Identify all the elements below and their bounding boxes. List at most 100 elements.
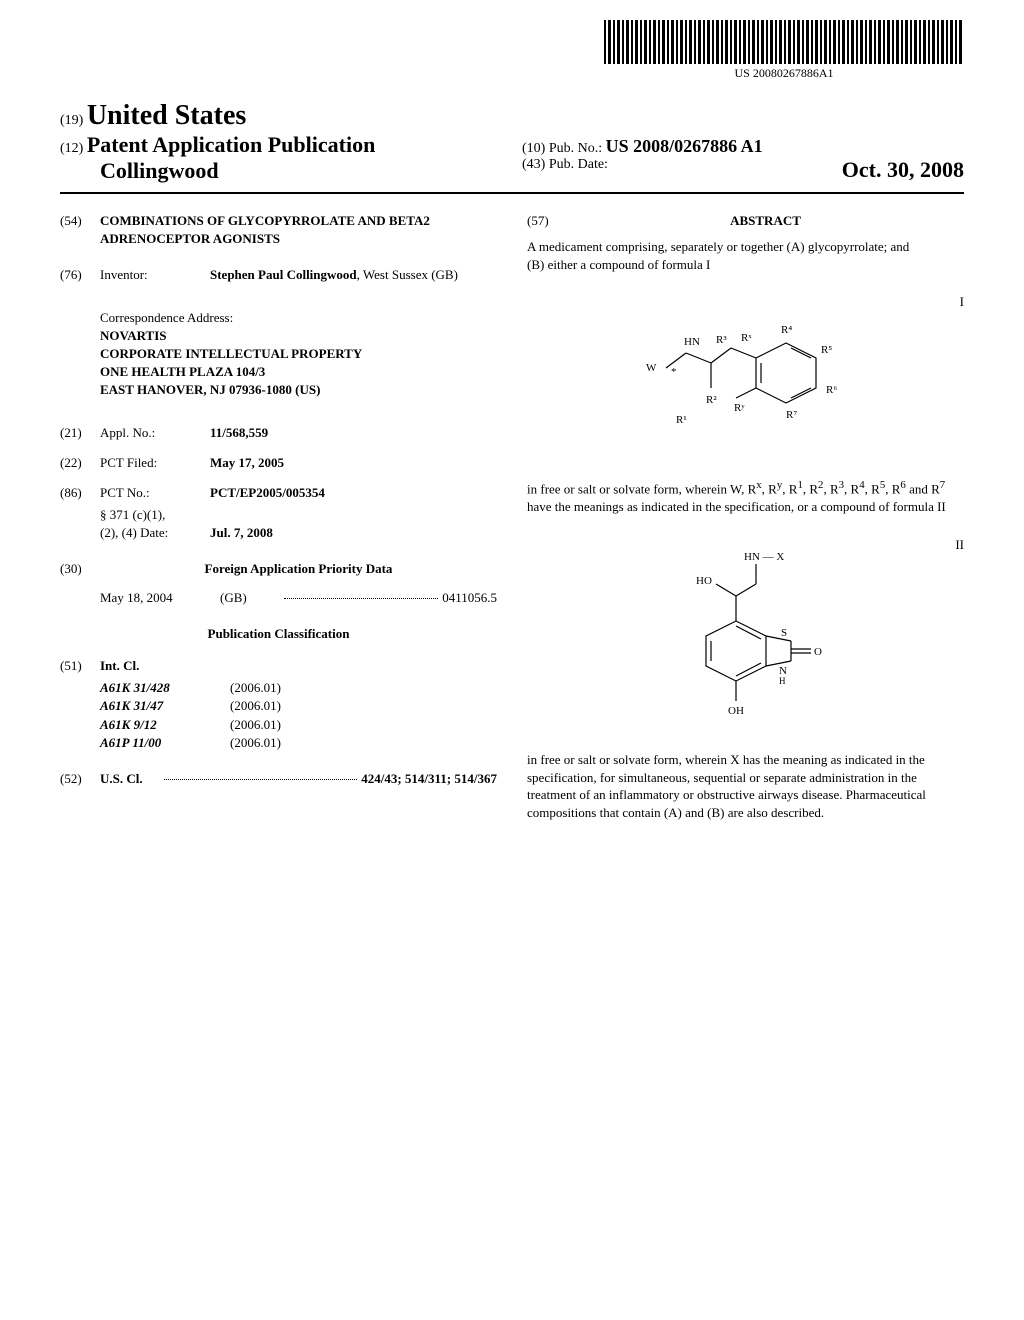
int-cl-label: Int. Cl. <box>100 657 139 675</box>
svg-text:R¹: R¹ <box>676 414 687 426</box>
formula-2-block: II <box>527 536 964 731</box>
barcode-graphic <box>604 20 964 64</box>
svg-text:Rʸ: Rʸ <box>734 402 745 414</box>
barcode-text: US 20080267886A1 <box>604 66 964 81</box>
int-cl-class-year: (2006.01) <box>230 716 497 734</box>
appl-no-label: Appl. No.: <box>100 424 210 442</box>
svg-text:R²: R² <box>706 394 717 406</box>
pct-no-row: (86) PCT No.: PCT/EP2005/005354 <box>60 484 497 502</box>
appl-no-code: (21) <box>60 424 100 442</box>
header-divider <box>60 192 964 194</box>
pub-no-code: (10) <box>522 141 545 156</box>
pct-filed-code: (22) <box>60 454 100 472</box>
appl-no-value: 11/568,559 <box>210 424 497 442</box>
inventor-value: Stephen Paul Collingwood, West Sussex (G… <box>210 266 497 284</box>
abstract-header: (57) ABSTRACT <box>527 212 964 230</box>
title-text: COMBINATIONS OF GLYCOPYRROLATE AND BETA2… <box>100 212 497 248</box>
correspondence-block: Correspondence Address: NOVARTIS CORPORA… <box>100 309 497 400</box>
formula-1-label: I <box>960 293 964 311</box>
pub-date-code: (43) <box>522 157 545 172</box>
abstract-code: (57) <box>527 212 567 230</box>
priority-number: 0411056.5 <box>442 589 497 607</box>
priority-date: May 18, 2004 <box>100 589 220 607</box>
svg-text:HN: HN <box>684 336 700 348</box>
foreign-priority-heading-row: (30) Foreign Application Priority Data <box>60 560 497 578</box>
int-cl-class-code: A61K 31/47 <box>100 697 230 715</box>
pub-classification-heading: Publication Classification <box>60 625 497 643</box>
pct-filed-row: (22) PCT Filed: May 17, 2005 <box>60 454 497 472</box>
country-line: (19) United States <box>60 100 964 132</box>
abstract-para1: A medicament comprising, separately or t… <box>527 238 964 256</box>
us-cl-row: (52) U.S. Cl. 424/43; 514/311; 514/367 <box>60 770 497 788</box>
pub-type-code: (12) <box>60 141 83 156</box>
svg-text:HO: HO <box>696 575 712 587</box>
correspondence-line3: ONE HEALTH PLAZA 104/3 <box>100 363 497 381</box>
country-code: (19) <box>60 113 83 128</box>
abstract-para4: in free or salt or solvate form, wherein… <box>527 751 964 821</box>
svg-text:R⁶: R⁶ <box>826 384 837 396</box>
pub-type: Patent Application Publication <box>87 132 375 157</box>
correspondence-line2: CORPORATE INTELLECTUAL PROPERTY <box>100 345 497 363</box>
formula-2-label: II <box>955 536 964 554</box>
abstract-para3: in free or salt or solvate form, wherein… <box>527 478 964 515</box>
title-block: (54) COMBINATIONS OF GLYCOPYRROLATE AND … <box>60 212 497 248</box>
correspondence-label: Correspondence Address: <box>100 309 497 327</box>
formula-1-block: I R⁴ R⁵ <box>527 293 964 458</box>
pub-type-line: (12) Patent Application Publication <box>60 132 502 158</box>
svg-text:W: W <box>646 362 657 374</box>
document-header: (19) United States (12) Patent Applicati… <box>60 100 964 184</box>
svg-text:R⁴: R⁴ <box>781 324 792 336</box>
int-cl-code: (51) <box>60 657 100 675</box>
formula-1-structure: R⁴ R⁵ R⁶ R⁷ R³ Rˣ Rʸ R² HN W * R¹ <box>616 293 876 453</box>
body-columns: (54) COMBINATIONS OF GLYCOPYRROLATE AND … <box>60 212 964 821</box>
pub-date-line: (43) Pub. Date: Oct. 30, 2008 <box>522 157 964 183</box>
pct-filed-label: PCT Filed: <box>100 454 210 472</box>
correspondence-line4: EAST HANOVER, NJ 07936-1080 (US) <box>100 381 497 399</box>
svg-text:R⁷: R⁷ <box>786 409 797 421</box>
int-cl-class-code: A61K 9/12 <box>100 716 230 734</box>
right-column: (57) ABSTRACT A medicament comprising, s… <box>527 212 964 821</box>
priority-country: (GB) <box>220 589 280 607</box>
section-371-value: Jul. 7, 2008 <box>210 524 273 542</box>
section-371-block: § 371 (c)(1), (2), (4) Date: Jul. 7, 200… <box>100 506 497 542</box>
int-cl-header: (51) Int. Cl. <box>60 657 497 675</box>
svg-text:HN — X: HN — X <box>744 551 784 563</box>
svg-text:R³: R³ <box>716 334 727 346</box>
svg-text:H: H <box>779 676 786 686</box>
int-cl-row: A61K 9/12 (2006.01) <box>100 716 497 734</box>
abstract-heading: ABSTRACT <box>567 212 964 230</box>
us-cl-dots <box>164 770 357 780</box>
priority-dots <box>284 589 438 599</box>
abstract-para2: (B) either a compound of formula I <box>527 256 964 274</box>
svg-text:Rˣ: Rˣ <box>741 332 752 344</box>
inventor-label: Inventor: <box>100 266 210 284</box>
left-column: (54) COMBINATIONS OF GLYCOPYRROLATE AND … <box>60 212 497 821</box>
inventor-block: (76) Inventor: Stephen Paul Collingwood,… <box>60 266 497 284</box>
pct-no-value: PCT/EP2005/005354 <box>210 484 497 502</box>
correspondence-line1: NOVARTIS <box>100 327 497 345</box>
int-cl-class-year: (2006.01) <box>230 679 497 697</box>
us-cl-value: 424/43; 514/311; 514/367 <box>361 770 497 788</box>
barcode-section: US 20080267886A1 <box>604 20 964 81</box>
us-cl-code: (52) <box>60 770 100 788</box>
svg-text:R⁵: R⁵ <box>821 344 832 356</box>
appl-no-row: (21) Appl. No.: 11/568,559 <box>60 424 497 442</box>
int-cl-table: A61K 31/428 (2006.01) A61K 31/47 (2006.0… <box>100 679 497 752</box>
int-cl-row: A61K 31/428 (2006.01) <box>100 679 497 697</box>
int-cl-class-code: A61K 31/428 <box>100 679 230 697</box>
svg-text:OH: OH <box>728 705 744 717</box>
pub-date-label: Pub. Date: <box>549 157 608 172</box>
priority-data-row: May 18, 2004 (GB) 0411056.5 <box>100 589 497 607</box>
int-cl-class-code: A61P 11/00 <box>100 734 230 752</box>
int-cl-row: A61K 31/47 (2006.01) <box>100 697 497 715</box>
int-cl-row: A61P 11/00 (2006.01) <box>100 734 497 752</box>
section-371-label2: (2), (4) Date: <box>100 524 210 542</box>
us-cl-label: U.S. Cl. <box>100 770 160 788</box>
pub-no-line: (10) Pub. No.: US 2008/0267886 A1 <box>522 136 964 157</box>
pct-no-label: PCT No.: <box>100 484 210 502</box>
inventor-code: (76) <box>60 266 100 284</box>
pub-no: US 2008/0267886 A1 <box>606 136 763 156</box>
country-name: United States <box>87 100 246 131</box>
foreign-priority-code: (30) <box>60 560 100 578</box>
pub-no-label: Pub. No.: <box>549 141 602 156</box>
